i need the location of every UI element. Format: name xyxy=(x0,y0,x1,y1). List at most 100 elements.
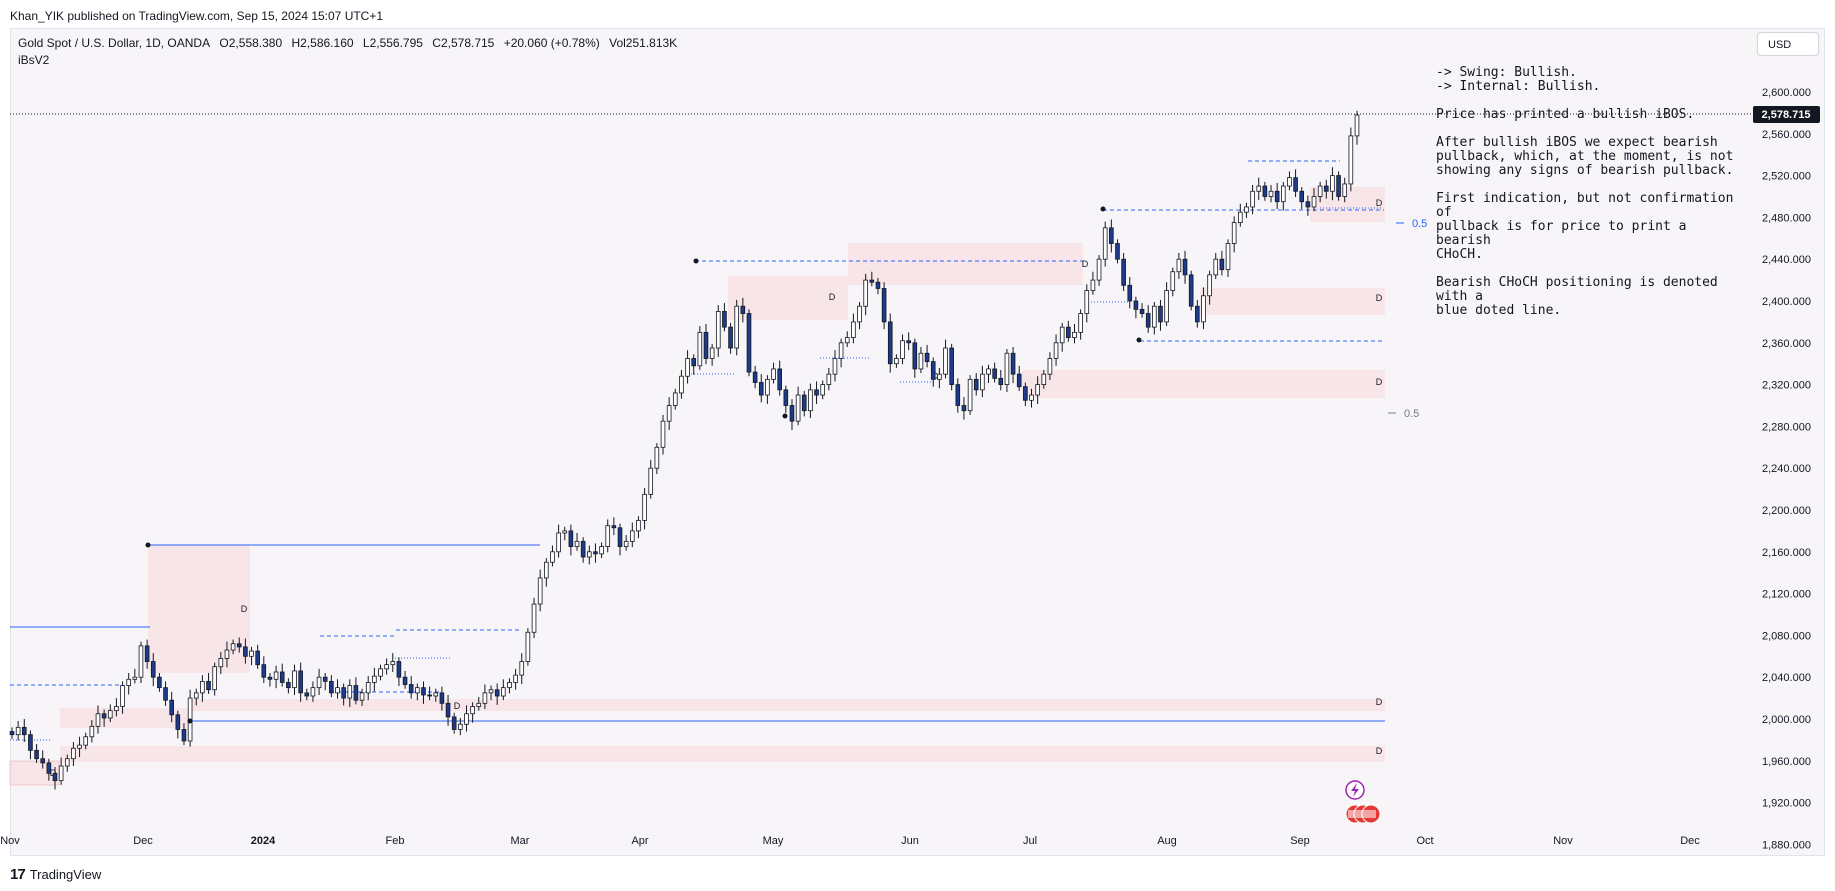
zone-dec-supply xyxy=(148,545,250,673)
candle-body xyxy=(808,389,813,412)
candle-body xyxy=(611,525,617,529)
candle-body xyxy=(1145,313,1151,328)
symbol-name[interactable]: Gold Spot / U.S. Dollar, 1D, OANDA xyxy=(18,36,211,50)
candle-body xyxy=(1354,114,1360,137)
x-tick-label: Jun xyxy=(901,835,919,847)
candle-body xyxy=(1023,386,1028,401)
candle-body xyxy=(660,420,666,448)
candle-body xyxy=(1090,279,1096,291)
candle-body xyxy=(1133,300,1139,310)
candle-body xyxy=(1066,326,1071,338)
candle-body xyxy=(71,747,76,760)
candle-body xyxy=(851,321,856,338)
candle-body xyxy=(212,666,217,691)
symbol-legend: Gold Spot / U.S. Dollar, 1D, OANDA O2,55… xyxy=(18,36,683,50)
candle-body xyxy=(1250,190,1255,208)
currency-button[interactable]: USD xyxy=(1757,32,1819,56)
demand-label: D xyxy=(1376,293,1383,303)
candle-body xyxy=(863,279,868,307)
candle-body xyxy=(390,661,396,666)
candle-body xyxy=(992,368,997,379)
candle-body xyxy=(83,736,89,746)
candle-body xyxy=(335,687,340,694)
y-tick-label: 1,960.000 xyxy=(1762,756,1811,768)
y-tick-label: 1,880.000 xyxy=(1762,839,1811,851)
candle-body xyxy=(175,714,181,730)
x-tick-label: 2024 xyxy=(251,835,276,847)
candle-body xyxy=(230,643,236,651)
indicator-label[interactable]: iBsV2 xyxy=(18,53,50,67)
candle-body xyxy=(568,530,574,547)
candle-body xyxy=(513,674,518,683)
candle-body xyxy=(1139,308,1145,314)
candle-body xyxy=(1225,243,1231,271)
candle-body xyxy=(722,311,727,328)
candle-body xyxy=(918,352,924,370)
candle-body xyxy=(107,710,113,719)
candle-body xyxy=(470,706,475,715)
candle-body xyxy=(1311,196,1317,208)
candle-body xyxy=(1201,295,1206,323)
candle-body xyxy=(1342,183,1348,197)
candle-body xyxy=(316,676,322,689)
candle-body xyxy=(728,326,733,349)
candle-body xyxy=(734,305,740,349)
candle-body xyxy=(329,680,334,694)
candle-body xyxy=(1219,258,1225,271)
candle-body xyxy=(1059,326,1065,344)
x-tick-label: Dec xyxy=(133,835,153,847)
y-tick-label: 1,920.000 xyxy=(1762,798,1811,810)
candle-body xyxy=(758,382,764,396)
candle-body xyxy=(685,358,690,377)
candle-body xyxy=(697,331,703,367)
candle-body xyxy=(961,405,967,412)
candle-body xyxy=(1244,206,1249,213)
candle-body xyxy=(629,530,635,542)
demand-label: D xyxy=(1082,259,1089,269)
candle-body xyxy=(771,368,776,380)
candle-body xyxy=(777,368,782,391)
candle-body xyxy=(1176,258,1182,273)
candle-body xyxy=(783,389,789,406)
candle-body xyxy=(501,687,506,697)
x-tick-label: Apr xyxy=(631,835,648,847)
candle-body xyxy=(95,713,101,727)
fib-label-lower: 0.5 xyxy=(1404,408,1419,420)
candle-body xyxy=(587,551,592,558)
candle-body xyxy=(1121,258,1126,286)
footer[interactable]: 17 TradingView xyxy=(10,866,101,883)
candle-body xyxy=(789,405,795,422)
candle-body xyxy=(1072,331,1077,338)
candle-body xyxy=(943,347,948,375)
demand-label: D xyxy=(241,604,248,614)
x-tick-label: Dec xyxy=(1680,835,1700,847)
candle-body xyxy=(439,692,445,704)
candle-body xyxy=(279,671,285,683)
candle-body xyxy=(507,682,512,689)
candle-body xyxy=(550,551,555,563)
candle-body xyxy=(157,676,162,689)
y-tick-label: 2,600.000 xyxy=(1762,87,1811,99)
candle-body xyxy=(869,279,875,283)
candle-body xyxy=(144,645,150,662)
zone-may-supply xyxy=(848,243,1083,285)
chart-area[interactable] xyxy=(10,28,1825,856)
footer-brand: TradingView xyxy=(29,867,102,882)
candle-body xyxy=(101,713,107,719)
candle-body xyxy=(998,377,1004,385)
candle-body xyxy=(1035,384,1040,396)
candle-body xyxy=(605,525,611,547)
candle-body xyxy=(887,321,893,365)
candle-body xyxy=(415,687,420,694)
zone-jul-demand xyxy=(1200,288,1385,315)
swing-high-dec xyxy=(145,542,151,548)
candle-body xyxy=(1287,177,1292,187)
candle-body xyxy=(402,676,408,685)
candle-body xyxy=(1152,305,1157,328)
event-icons xyxy=(1345,780,1381,824)
candle-body xyxy=(464,713,469,725)
zone-sep-demand xyxy=(1310,187,1385,222)
candle-body xyxy=(1280,185,1286,203)
candle-body xyxy=(1238,211,1243,224)
